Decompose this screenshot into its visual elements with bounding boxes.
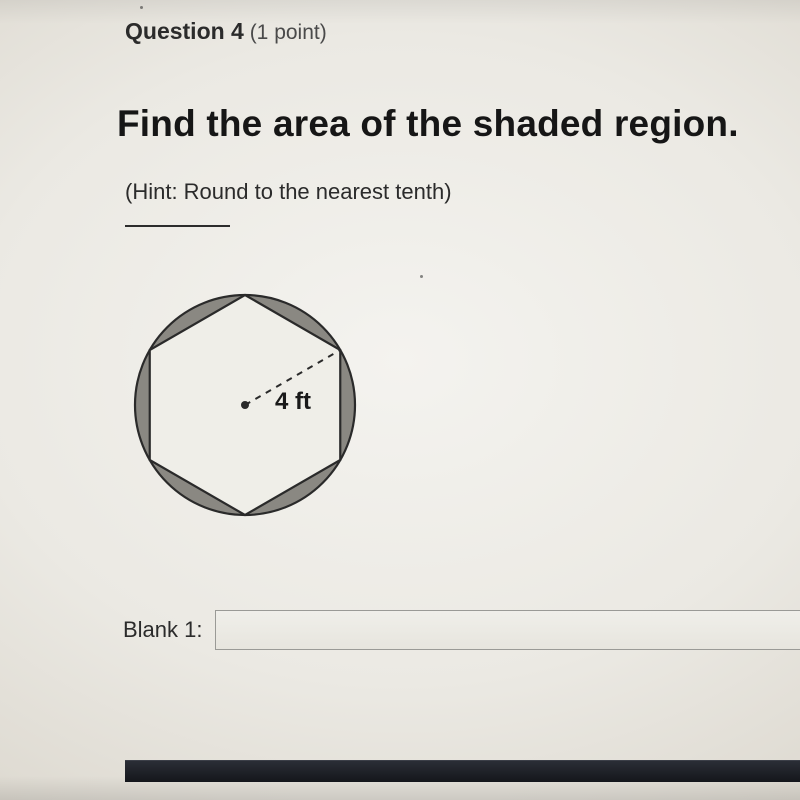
speck (420, 275, 423, 278)
radius-label: 4 ft (275, 388, 311, 415)
speck (140, 6, 143, 9)
question-number: Question 4 (125, 18, 244, 44)
bottom-dark-bar (125, 760, 800, 782)
center-dot (241, 401, 249, 409)
answer-row: Blank 1: (123, 610, 800, 650)
answer-label: Blank 1: (123, 617, 203, 643)
question-number-line: Question 4 (1 point) (125, 18, 800, 45)
hexagon-in-circle-diagram: 4 ft (115, 275, 375, 535)
answer-input[interactable] (215, 610, 800, 650)
figure: 4 ft (115, 275, 800, 540)
question-points: (1 point) (244, 21, 327, 44)
question-headline: Find the area of the shaded region. (117, 103, 800, 145)
hint-text: (Hint: Round to the nearest tenth) (125, 179, 800, 205)
page: Question 4 (1 point) Find the area of th… (0, 0, 800, 800)
write-line (125, 225, 230, 227)
